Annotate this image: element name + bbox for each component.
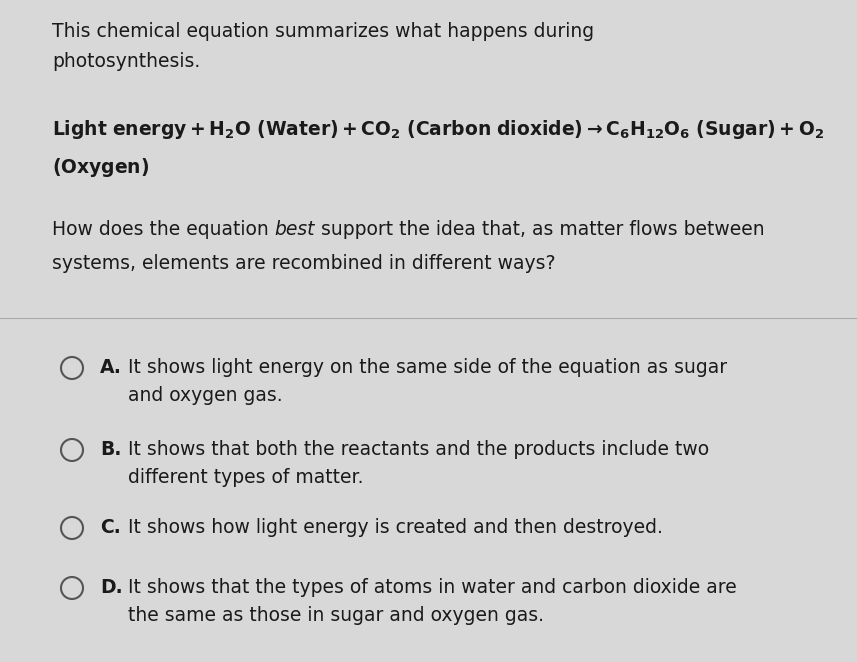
Text: the same as those in sugar and oxygen gas.: the same as those in sugar and oxygen ga…	[128, 606, 544, 625]
Text: It shows light energy on the same side of the equation as sugar: It shows light energy on the same side o…	[128, 358, 727, 377]
Text: A.: A.	[100, 358, 122, 377]
Text: $\mathbf{(Oxygen)}$: $\mathbf{(Oxygen)}$	[52, 156, 149, 179]
Text: C.: C.	[100, 518, 121, 537]
Text: D.: D.	[100, 578, 123, 597]
Text: It shows that both the reactants and the products include two: It shows that both the reactants and the…	[128, 440, 709, 459]
Text: It shows how light energy is created and then destroyed.: It shows how light energy is created and…	[128, 518, 662, 537]
Text: different types of matter.: different types of matter.	[128, 468, 363, 487]
Text: systems, elements are recombined in different ways?: systems, elements are recombined in diff…	[52, 254, 555, 273]
Text: and oxygen gas.: and oxygen gas.	[128, 386, 283, 405]
Text: How does the equation: How does the equation	[52, 220, 275, 239]
Text: support the idea that, as matter flows between: support the idea that, as matter flows b…	[315, 220, 765, 239]
Text: best: best	[275, 220, 315, 239]
Text: It shows that the types of atoms in water and carbon dioxide are: It shows that the types of atoms in wate…	[128, 578, 737, 597]
Text: B.: B.	[100, 440, 122, 459]
Text: This chemical equation summarizes what happens during: This chemical equation summarizes what h…	[52, 22, 594, 41]
Text: photosynthesis.: photosynthesis.	[52, 52, 201, 71]
Text: $\mathbf{Light\ energy + H_2O\ (Water) + CO_2\ (Carbon\ dioxide) \rightarrow C_6: $\mathbf{Light\ energy + H_2O\ (Water) +…	[52, 118, 824, 141]
